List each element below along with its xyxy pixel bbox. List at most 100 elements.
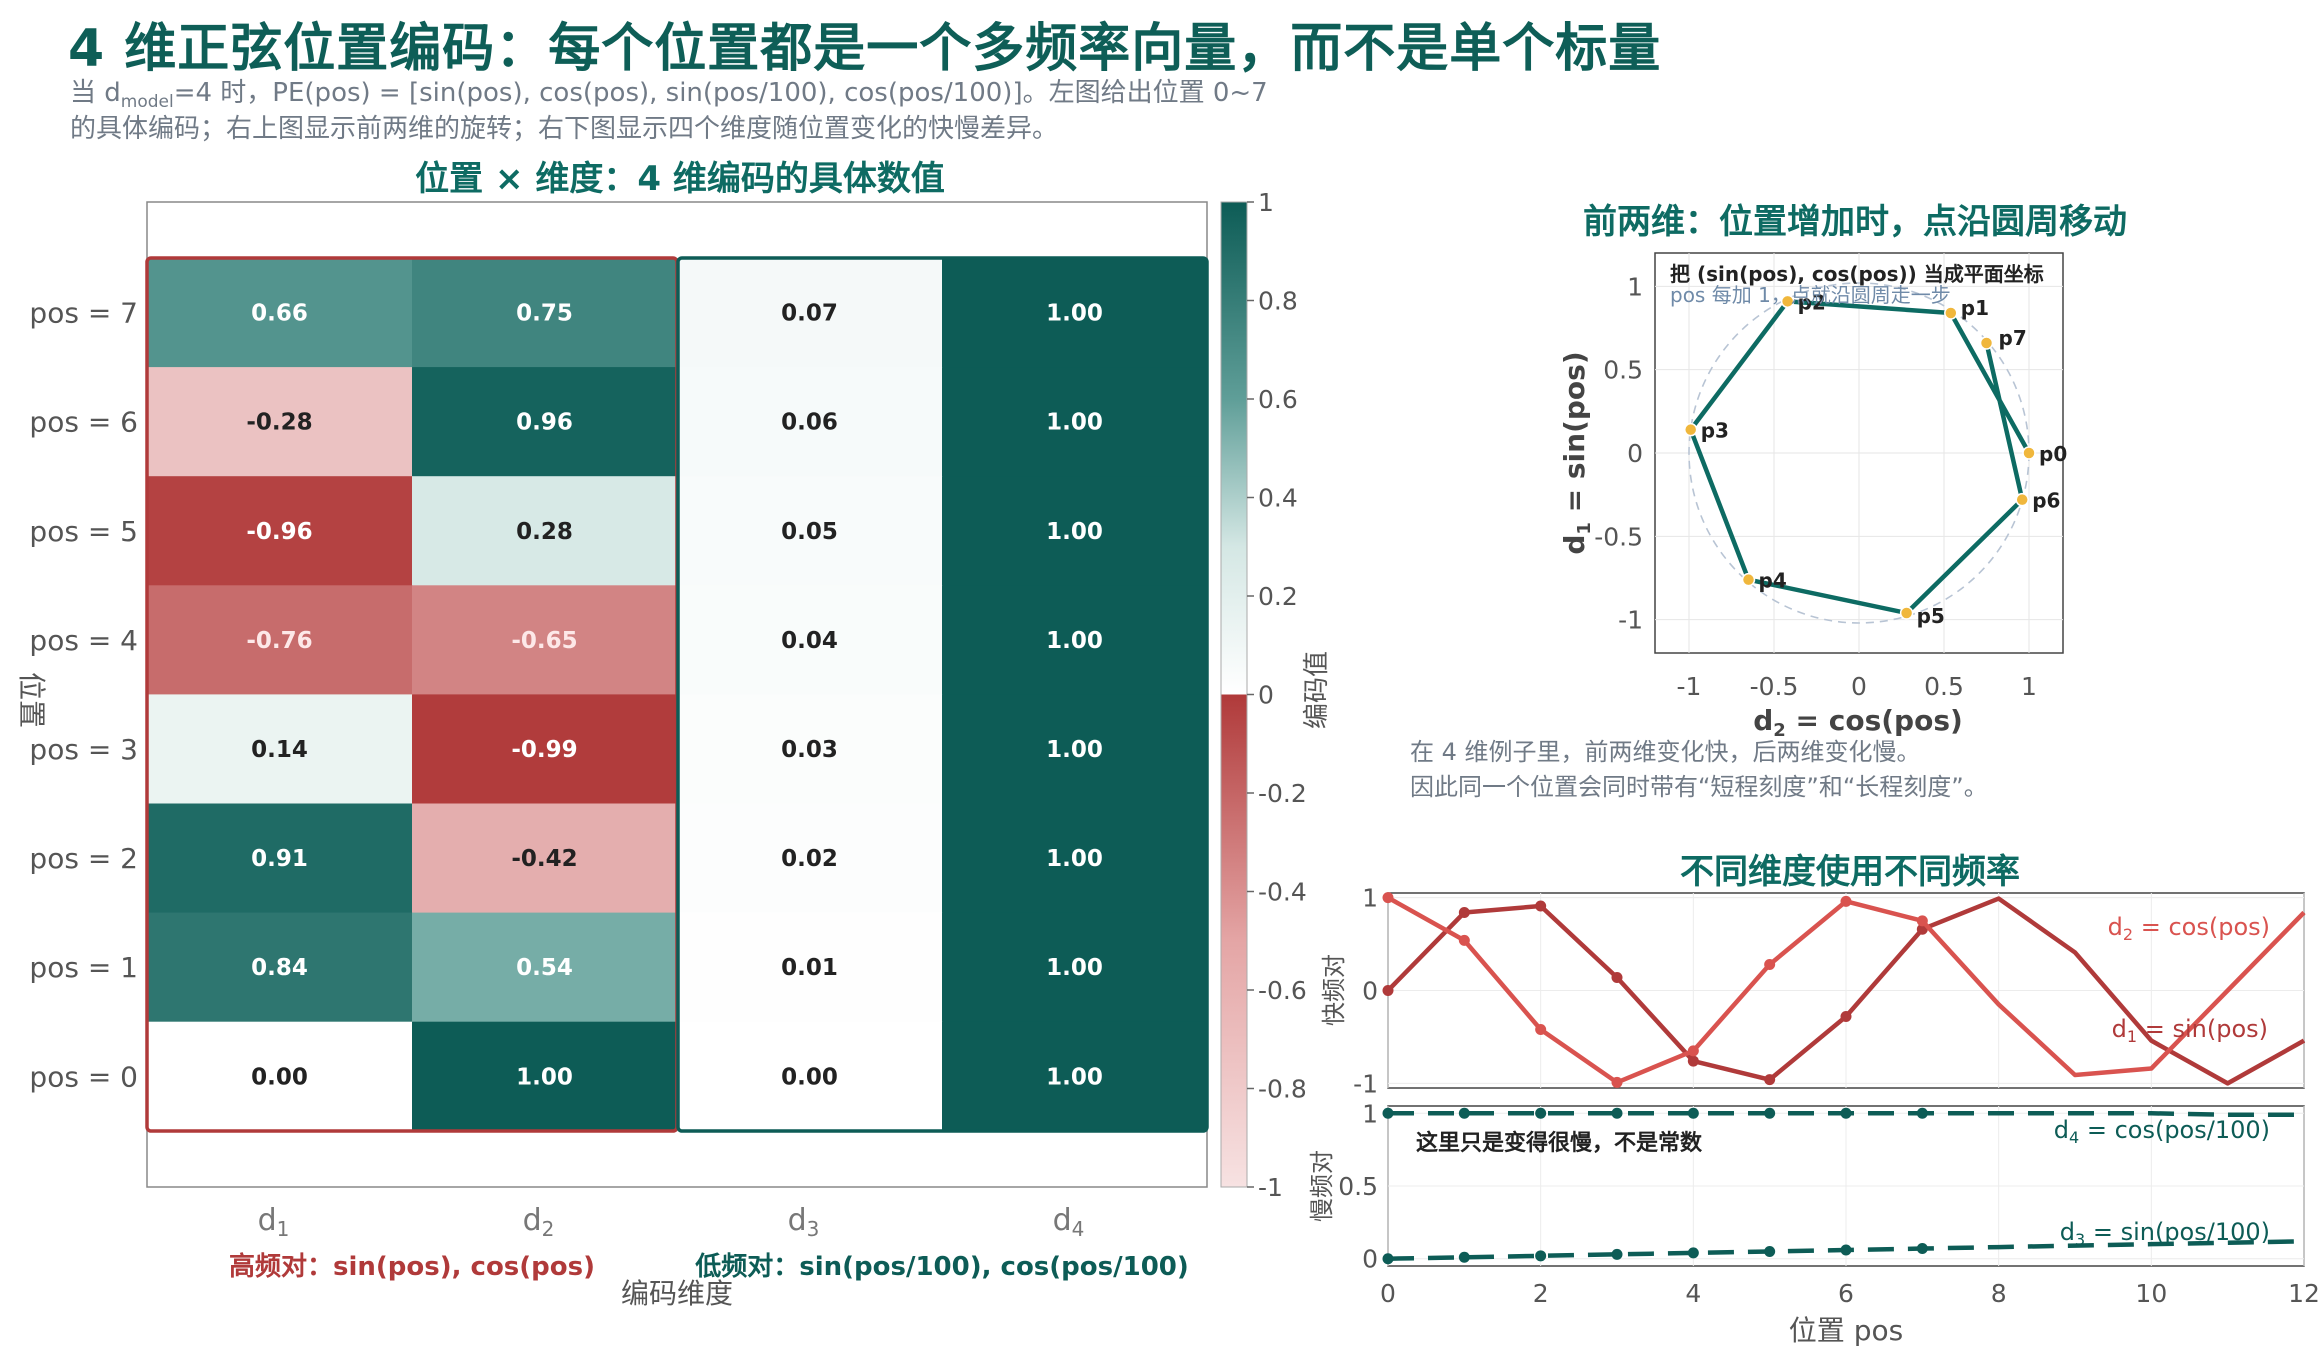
circle-xlabel-sub: 2 (1773, 720, 1786, 741)
x-tick-label: 8 (1991, 1279, 2007, 1308)
circle-point-label: p0 (2039, 442, 2067, 466)
heatmap-cell-label: 1.00 (1046, 519, 1103, 545)
legend-d2: d2 = cos(pos) (2108, 913, 2270, 944)
heatmap-cell (942, 258, 1208, 368)
circle-x-tick-label: 0.5 (1924, 672, 1964, 701)
series-marker (1458, 1251, 1470, 1263)
series-marker (1382, 1253, 1394, 1265)
colorbar-tick-label: -1 (1258, 1173, 1283, 1202)
series-marker (1687, 1107, 1699, 1119)
fast-y-ticks: 1 0 -1 (1353, 884, 1378, 1099)
frequency-title: 不同维度使用不同频率 (1680, 852, 2020, 892)
heatmap-cell (147, 367, 413, 477)
colorbar-tick-label: 0.4 (1258, 484, 1298, 513)
heatmap-cell-label: -0.96 (246, 519, 312, 545)
circle-point-marker (1683, 422, 1698, 437)
heatmap-cell (412, 803, 678, 914)
heatmap-cell (677, 367, 943, 477)
series-marker (1840, 1107, 1852, 1119)
heatmap-column-subscript: 2 (542, 1217, 555, 1241)
heatmap-cell-label: 0.00 (251, 1064, 308, 1090)
heatmap-cell (147, 1021, 413, 1132)
circle-point-label: p5 (1917, 604, 1945, 628)
heatmap-row-label: pos = 6 (29, 406, 138, 439)
series-marker (1535, 900, 1547, 912)
heatmap-cell (942, 476, 1208, 586)
heatmap-cell (412, 912, 678, 1023)
circle-x-tick-label: -0.5 (1750, 672, 1799, 701)
legend-d1-post: = sin(pos) (2137, 1015, 2268, 1043)
heatmap-cell (147, 694, 413, 804)
series-marker (1611, 1076, 1623, 1088)
heatmap-row-label: pos = 1 (29, 951, 138, 984)
heatmap-column-letter: d (258, 1203, 277, 1238)
fast-series-lines (1382, 892, 2306, 1088)
x-tick-label: 12 (2288, 1279, 2320, 1308)
heatmap-cell-label: -0.65 (511, 628, 577, 654)
heatmap-cell-label: 0.02 (781, 846, 838, 872)
heatmap-cell-label: 0.28 (516, 519, 573, 545)
heatmap-cell (942, 912, 1208, 1023)
series-marker (1916, 1243, 1928, 1255)
circle-y-tick-label: 1 (1627, 272, 1643, 301)
circle-x-tick-label: 1 (2021, 672, 2037, 701)
circle-x-tick-label: 0 (1851, 672, 1867, 701)
heatmap-cell-label: 0.75 (516, 301, 573, 327)
circle-y-tick-label: 0.5 (1603, 356, 1643, 385)
colorbar-tick-label: 0 (1258, 681, 1274, 710)
circle-point-marker (1944, 306, 1958, 320)
heatmap-cell (677, 803, 943, 914)
slow-pair-panel: 10.50 0 2 4 6 8 10 12 慢频对 位置 pos 这里只是变得很慢，不是常数… (1308, 1099, 2320, 1347)
heatmap-cell-label: 0.03 (781, 737, 838, 763)
x-tick-label: 10 (2135, 1279, 2167, 1308)
low-frequency-group-box (676, 256, 1209, 1133)
heatmap-cell (412, 1021, 678, 1132)
legend-d2-sub: 2 (2123, 925, 2133, 944)
heatmap-cell-label: 1.00 (1046, 628, 1103, 654)
legend-d4-post: = cos(pos/100) (2079, 1116, 2270, 1144)
heatmap-cell-label: 0.04 (781, 628, 838, 654)
series-marker (1916, 915, 1928, 927)
colorbar-tick-label: -0.8 (1258, 1075, 1307, 1104)
heatmap-cell (147, 258, 413, 368)
heatmap-row-label: pos = 7 (29, 297, 138, 330)
heatmap-cell (412, 585, 678, 695)
circle-x-tick-label: -1 (1677, 672, 1702, 701)
circle-point-marker (1741, 572, 1756, 587)
heatmap-cell-label: 0.06 (781, 410, 838, 436)
series-marker (1764, 1245, 1776, 1257)
circle-point-label: p3 (1701, 419, 1729, 443)
heatmap-title: 位置 × 维度：4 维编码的具体数值 (415, 159, 945, 199)
circle-ylabel-post: = sin(pos) (1558, 351, 1591, 522)
circle-y-tick-label: -0.5 (1594, 522, 1643, 551)
series-marker (1535, 1107, 1547, 1119)
heatmap-cell-label: -0.42 (511, 846, 577, 872)
circle-point-marker (2015, 492, 2029, 507)
heatmap-column-label: d1 (258, 1203, 290, 1241)
legend-d2-post: = cos(pos) (2133, 913, 2270, 941)
heatmap-cell-label: 1.00 (516, 1064, 573, 1090)
heatmap-row-label: pos = 4 (29, 624, 138, 657)
series-marker (1687, 1045, 1699, 1057)
heatmap-row-label: pos = 0 (29, 1060, 138, 1093)
series-marker (1840, 1011, 1852, 1022)
colorbar-tick-label: 1 (1258, 188, 1274, 217)
heatmap-cell-label: 0.14 (251, 737, 308, 763)
heatmap-cell-label: 0.54 (516, 955, 573, 981)
legend-d4-pre: d (2054, 1116, 2069, 1144)
series-marker (1916, 1107, 1928, 1119)
circle-x-axis-label: d2 = cos(pos) (1753, 704, 1963, 741)
heatmap-cell-label: -0.99 (511, 737, 577, 763)
subtitle-line-1: 当 dmodel=4 时，PE(pos) = [sin(pos), cos(po… (70, 72, 1268, 112)
heatmap-cell (412, 258, 678, 368)
heatmap-cell (677, 585, 943, 695)
series-marker (1382, 892, 1394, 904)
legend-d3-sub: 3 (2075, 1230, 2085, 1249)
slow-annotation: 这里只是变得很慢，不是常数 (1416, 1130, 1703, 1156)
circle-y-tick-label: 0 (1627, 439, 1643, 468)
x-tick-label: 0 (1380, 1279, 1396, 1308)
heatmap-column-subscript: 3 (807, 1217, 820, 1241)
slow-x-ticks: 0 2 4 6 8 10 12 (1380, 1279, 2320, 1308)
circle-xlabel-pre: d (1753, 704, 1773, 737)
